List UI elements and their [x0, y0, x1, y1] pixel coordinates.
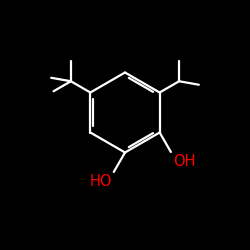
Text: OH: OH: [173, 154, 196, 169]
Text: HO: HO: [89, 174, 112, 189]
